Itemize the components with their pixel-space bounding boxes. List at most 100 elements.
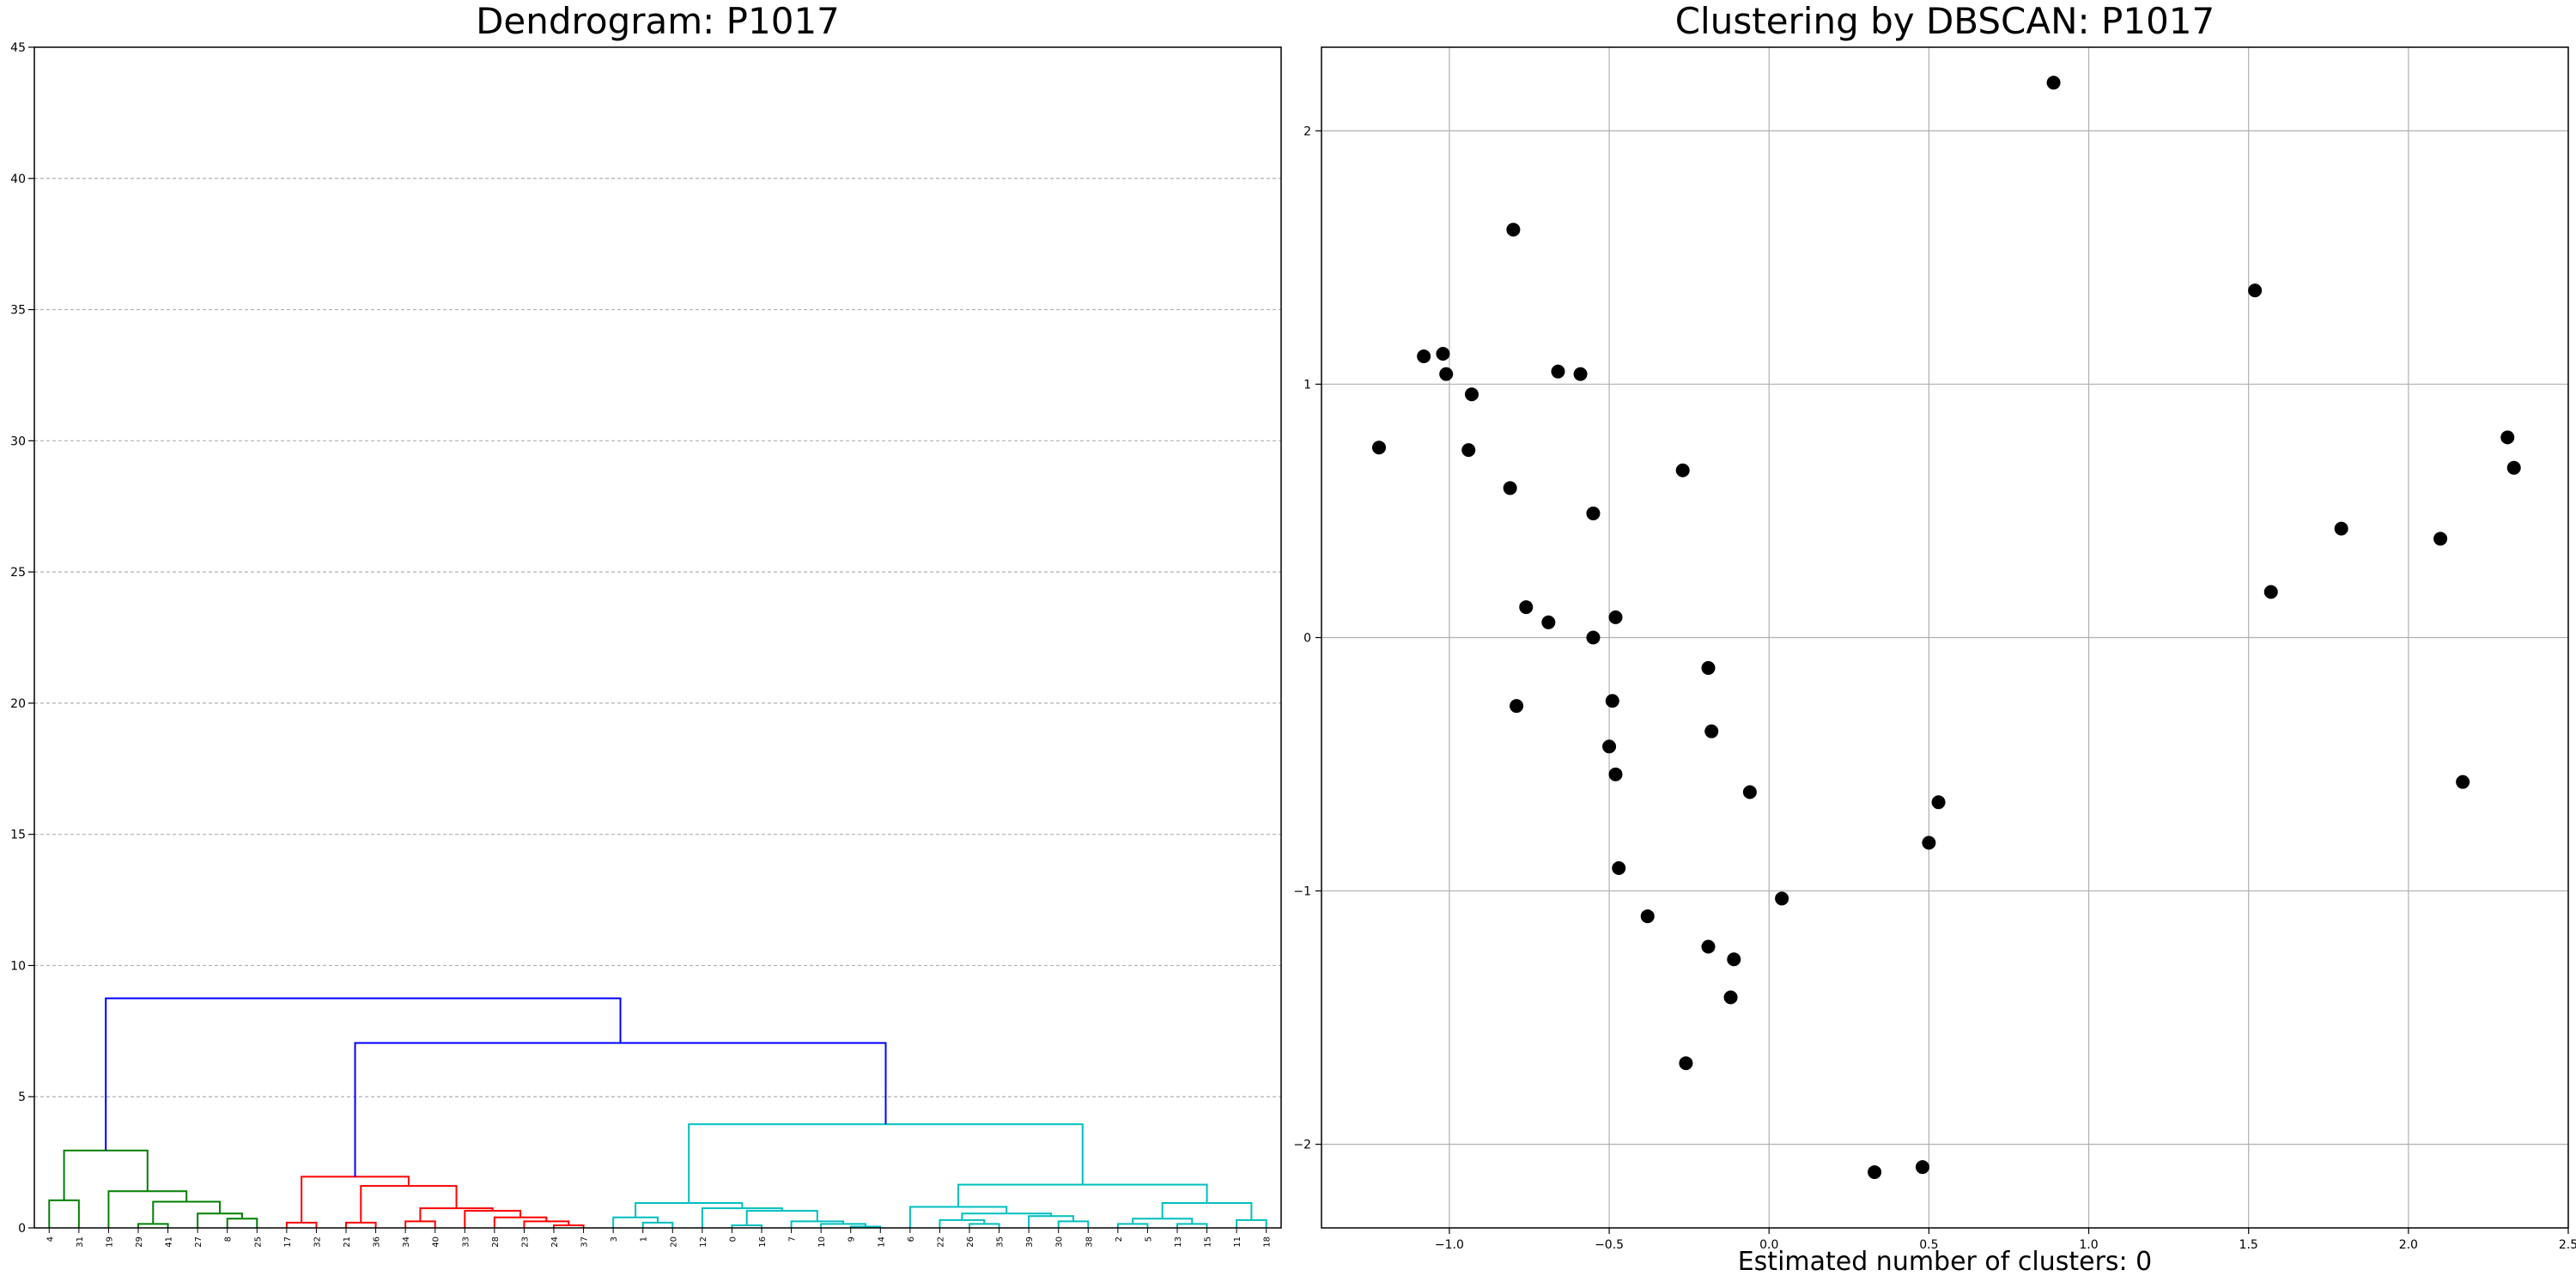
scatter-point [1742, 785, 1757, 799]
dendrogram-link [745, 1210, 818, 1225]
dendrogram-link [226, 1218, 258, 1228]
dendrogram-leaf-label: 32 [313, 1236, 322, 1248]
scatter-point [1640, 909, 1655, 924]
dendrogram-leaf-label: 40 [432, 1236, 441, 1248]
scatter-point [1602, 739, 1617, 754]
dendrogram-link [345, 1221, 377, 1228]
scatter-point [1605, 694, 1619, 708]
scatter-x-tick-label: −0.5 [1595, 1238, 1624, 1252]
scatter-point [1436, 347, 1450, 361]
dendrogram-leaf-label: 36 [373, 1236, 382, 1248]
scatter-point [2500, 430, 2515, 445]
scatter-point [1551, 364, 1565, 379]
dendrogram-leaf-label: 13 [1174, 1236, 1183, 1248]
dendrogram-frame [33, 46, 1282, 1229]
scatter-point [1608, 610, 1623, 624]
scatter-point [1506, 222, 1521, 237]
scatter-x-axis-label: Estimated number of clusters: 0 [1737, 1247, 2153, 1277]
scatter-point [2248, 283, 2263, 298]
dendrogram-leaf-label: 2 [1115, 1236, 1124, 1242]
dendrogram-leaf-label: 14 [877, 1236, 886, 1248]
dendrogram-leaf-label: 12 [699, 1236, 708, 1248]
dendrogram-leaf-label: 21 [343, 1236, 352, 1248]
dendrogram-leaf-label: 33 [461, 1236, 471, 1248]
scatter-x-tick-label: 0.0 [1759, 1238, 1778, 1252]
scatter-point [2334, 521, 2348, 536]
dendrogram-leaf-label: 37 [580, 1236, 590, 1248]
dendrogram-leaf-label: 11 [1233, 1236, 1242, 1248]
dendrogram-leaf-label: 41 [165, 1236, 174, 1248]
dendrogram-leaf-label: 28 [491, 1236, 501, 1248]
dendrogram-link [908, 1206, 1008, 1228]
dendrogram-link [641, 1221, 674, 1228]
scatter-x-tick-label: 2.0 [2399, 1238, 2418, 1252]
scatter-point [1541, 615, 1556, 629]
dendrogram-leaf-label: 20 [669, 1236, 678, 1248]
dendrogram-leaf-label: 1 [640, 1236, 649, 1242]
scatter-x-tick-label: 0.5 [1919, 1238, 1938, 1252]
scatter-point [1922, 835, 1936, 850]
dendrogram-link [301, 1176, 410, 1223]
scatter-point [1464, 387, 1479, 402]
scatter-point [1679, 1056, 1693, 1071]
dendrogram-y-tick-label: 30 [10, 434, 26, 448]
scatter-point [1608, 767, 1623, 781]
scatter-y-tick-label: 2 [1303, 125, 1311, 138]
scatter-y-tick-label: 0 [1303, 632, 1311, 646]
dendrogram-y-tick-label: 5 [18, 1091, 26, 1104]
dendrogram-link [969, 1223, 1000, 1228]
scatter-point [1586, 506, 1601, 520]
dendrogram-link [105, 997, 622, 1151]
dendrogram-leaf-label: 35 [996, 1236, 1005, 1248]
scatter-point [2456, 775, 2470, 789]
scatter-point [1915, 1160, 1929, 1175]
scatter-point [1439, 367, 1454, 381]
scatter-point [1704, 724, 1719, 738]
dendrogram-leaf-label: 29 [135, 1236, 144, 1248]
dendrogram-leaf-label: 15 [1204, 1236, 1213, 1248]
dendrogram-leaf-label: 9 [848, 1236, 857, 1242]
scatter-point [1701, 660, 1716, 675]
scatter-point [1503, 481, 1517, 495]
dendrogram-link [48, 1199, 80, 1228]
scatter-x-tick-label: 1.5 [2239, 1238, 2258, 1252]
scatter-x-tick-label: −1.0 [1435, 1238, 1464, 1252]
scatter-point [1701, 939, 1716, 954]
scatter-x-tick-label: 1.0 [2079, 1238, 2098, 1252]
scatter-point [1573, 367, 1588, 381]
dendrogram-link [464, 1210, 522, 1228]
scatter-point [1931, 795, 1946, 810]
dendrogram-leaf-label: 26 [966, 1236, 975, 1248]
dendrogram-link [1132, 1218, 1194, 1224]
dendrogram-link [820, 1223, 866, 1228]
scatter-frame [1321, 46, 2569, 1229]
scatter-point [1510, 699, 1524, 714]
dendrogram-y-tick-label: 45 [10, 41, 26, 55]
dendrogram-leaf-label: 34 [402, 1236, 411, 1248]
dendrogram-leaf-label: 4 [46, 1236, 55, 1242]
scatter-y-tick-label: 1 [1303, 378, 1311, 392]
dendrogram-link [688, 1123, 1084, 1203]
dendrogram-leaf-label: 16 [758, 1236, 768, 1248]
dendrogram-leaf-label: 6 [907, 1236, 916, 1242]
scatter-point [2433, 532, 2448, 546]
scatter-point [1417, 349, 1431, 363]
scatter-point [1675, 463, 1690, 477]
dendrogram-y-tick-label: 20 [10, 697, 26, 711]
dendrogram-link [493, 1216, 548, 1228]
dendrogram-y-tick-label: 10 [10, 959, 26, 973]
scatter-title: Clustering by DBSCAN: P1017 [1674, 0, 2215, 42]
dendrogram-link [137, 1223, 169, 1228]
dendrogram-y-tick-label: 35 [10, 304, 26, 318]
scatter-point [2046, 76, 2061, 90]
dendrogram-leaf-label: 22 [936, 1236, 945, 1248]
dendrogram-leaf-label: 19 [105, 1236, 114, 1248]
scatter-point [2506, 460, 2521, 475]
scatter-point [1461, 443, 1476, 458]
dendrogram-leaf-label: 8 [224, 1236, 234, 1242]
dendrogram-title: Dendrogram: P1017 [476, 0, 840, 42]
dendrogram-link [1116, 1223, 1149, 1228]
dendrogram-leaf-label: 17 [283, 1236, 293, 1248]
